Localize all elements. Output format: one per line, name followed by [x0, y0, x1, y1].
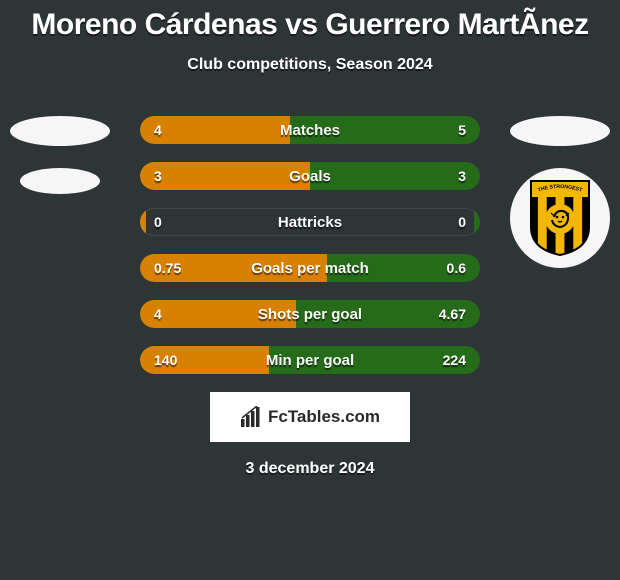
right-badge-1 [510, 116, 610, 146]
stat-label: Shots per goal [140, 300, 480, 328]
stat-row: Matches4 5 [140, 116, 480, 144]
stat-row: Goals per match0.75 0.6 [140, 254, 480, 282]
stat-row: Shots per goal4 4.67 [140, 300, 480, 328]
stat-value-right: 4.67 [439, 300, 466, 328]
left-badge-2 [20, 168, 100, 194]
shield-icon: THE STRONGEST [529, 179, 591, 257]
left-team-badges [10, 116, 110, 216]
brand-chart-icon [240, 406, 262, 428]
stat-label: Goals per match [140, 254, 480, 282]
right-badge-2: THE STRONGEST [510, 168, 610, 268]
comparison-content: THE STRONGEST Matches45Goals33H [0, 116, 620, 374]
stat-value-right: 0 [458, 208, 466, 236]
page-title: Moreno Cárdenas vs Guerrero MartÃ­nez [0, 0, 620, 42]
stat-value-left: 3 [154, 162, 162, 190]
stat-row: Min per goal140 224 [140, 346, 480, 374]
brand-box: FcTables.com [210, 392, 410, 442]
stat-label: Goals [140, 162, 480, 190]
stat-value-left: 4 [154, 300, 162, 328]
stat-row: Hattricks0 0 [140, 208, 480, 236]
right-team-badges: THE STRONGEST [510, 116, 610, 268]
stat-bars: Matches45Goals33Hattricks00Goals per mat… [140, 116, 480, 374]
stat-label: Min per goal [140, 346, 480, 374]
left-badge-1 [10, 116, 110, 146]
stat-value-right: 224 [443, 346, 466, 374]
stat-value-right: 3 [458, 162, 466, 190]
stat-label: Hattricks [140, 208, 480, 236]
stat-value-right: 5 [458, 116, 466, 144]
stat-label: Matches [140, 116, 480, 144]
stat-value-left: 4 [154, 116, 162, 144]
page-subtitle: Club competitions, Season 2024 [0, 56, 620, 74]
stat-value-left: 0 [154, 208, 162, 236]
stat-value-left: 0.75 [154, 254, 181, 282]
stat-value-right: 0.6 [447, 254, 466, 282]
stat-row: Goals3 3 [140, 162, 480, 190]
brand-text: FcTables.com [268, 407, 380, 427]
stat-value-left: 140 [154, 346, 177, 374]
date-label: 3 december 2024 [0, 460, 620, 478]
